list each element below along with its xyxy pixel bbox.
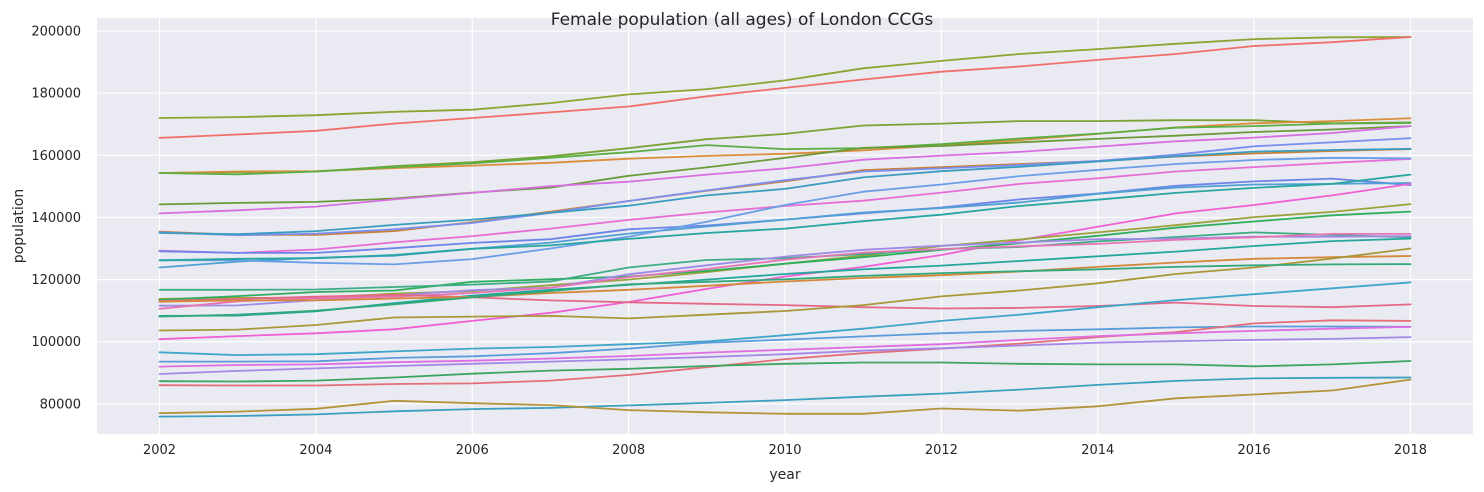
y-tick-labels: 80000 100000 120000 140000 160000 180000 20000… — [31, 25, 81, 413]
y-tick-label: 100000 — [31, 335, 81, 350]
y-tick-label: 80000 — [40, 397, 81, 412]
series-line-8 — [158, 137, 1412, 237]
y-tick-label: 120000 — [31, 273, 81, 288]
x-tick-label: 2014 — [1081, 443, 1114, 458]
series-line-29 — [158, 319, 1412, 387]
series-line-34 — [158, 378, 1412, 415]
series-line-30 — [158, 325, 1412, 368]
x-tick-label: 2004 — [299, 443, 332, 458]
series-line-2 — [158, 36, 1412, 139]
x-axis-label: year — [769, 467, 800, 483]
series-line-14 — [158, 156, 1412, 266]
series-line-28 — [158, 325, 1412, 363]
series-line-16 — [158, 182, 1412, 341]
x-tick-label: 2008 — [612, 443, 645, 458]
series-line-18 — [158, 210, 1412, 301]
series-line-25 — [158, 247, 1412, 332]
series-line-26 — [158, 263, 1412, 318]
series-line-1 — [158, 36, 1412, 119]
y-axis-label: population — [11, 189, 27, 264]
series-line-11 — [158, 158, 1412, 254]
series-line-6 — [158, 125, 1412, 206]
y-tick-label: 140000 — [31, 211, 81, 226]
x-tick-label: 2006 — [456, 443, 489, 458]
y-tick-label: 160000 — [31, 149, 81, 164]
series-line-5 — [158, 122, 1412, 176]
x-tick-label: 2002 — [143, 443, 176, 458]
series-line-33 — [158, 376, 1412, 418]
chart-title: Female population (all ages) of London C… — [551, 10, 934, 30]
series-line-31 — [158, 336, 1412, 375]
x-tick-label: 2018 — [1394, 443, 1427, 458]
y-tick-label: 200000 — [31, 25, 81, 40]
series-line-32 — [158, 360, 1412, 383]
series-line-15 — [158, 173, 1412, 262]
series-line-19 — [158, 231, 1412, 291]
grid — [97, 18, 1473, 434]
series-line-10 — [158, 125, 1412, 215]
x-tick-label: 2016 — [1238, 443, 1271, 458]
series-line-24 — [158, 255, 1412, 303]
series-line-9 — [158, 147, 1412, 236]
x-tick-label: 2010 — [768, 443, 801, 458]
x-tick-labels: 2002 2004 2006 2008 2010 2012 2014 2016 2018 — [143, 443, 1427, 458]
series-line-27 — [158, 281, 1412, 357]
series-line-21 — [158, 232, 1412, 310]
y-tick-label: 180000 — [31, 87, 81, 102]
x-tick-label: 2012 — [925, 443, 958, 458]
series-lines — [158, 36, 1412, 418]
series-line-23 — [158, 293, 1412, 310]
